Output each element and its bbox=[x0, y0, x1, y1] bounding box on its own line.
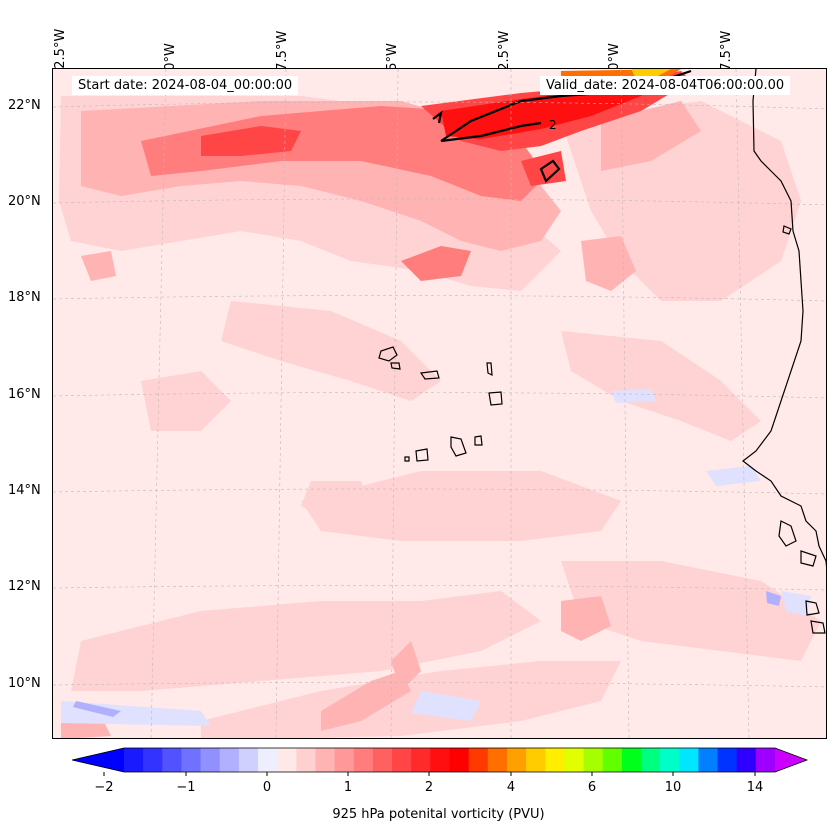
colorbar-swatch bbox=[315, 748, 336, 772]
colorbar-swatch bbox=[755, 748, 776, 772]
colorbar-tick: 0 bbox=[262, 780, 272, 795]
colorbar-extend-min bbox=[72, 748, 124, 772]
colorbar-extend-max bbox=[775, 748, 807, 772]
colorbar-swatch bbox=[143, 748, 163, 772]
colorbar-swatch bbox=[660, 748, 680, 772]
colorbar-swatch bbox=[334, 748, 355, 772]
colorbar-swatch bbox=[583, 748, 604, 772]
colorbar-swatch bbox=[353, 748, 374, 772]
colorbar-swatch bbox=[219, 748, 240, 772]
colorbar-swatch bbox=[698, 748, 719, 772]
colorbar-swatch bbox=[621, 748, 642, 772]
lat-label-10n: 10°N bbox=[8, 676, 41, 691]
colorbar-swatch bbox=[162, 748, 182, 772]
start-date-label: Start date: 2024-08-04_00:00:00 bbox=[72, 76, 299, 95]
colorbar-swatch bbox=[487, 748, 508, 772]
lat-label-18n: 18°N bbox=[8, 290, 41, 305]
colorbar-swatch bbox=[124, 748, 144, 772]
colorbar-swatch bbox=[411, 748, 431, 772]
lat-label-22n: 22°N bbox=[8, 98, 41, 113]
colorbar-swatch bbox=[717, 748, 738, 772]
map-panel: 2 bbox=[52, 68, 827, 739]
colorbar bbox=[71, 747, 809, 776]
colorbar-swatch bbox=[506, 748, 527, 772]
colorbar-swatch bbox=[392, 748, 412, 772]
pv-field: 2 bbox=[53, 69, 826, 738]
colorbar-swatch bbox=[258, 748, 278, 772]
colorbar-swatch bbox=[238, 748, 259, 772]
colorbar-swatch bbox=[449, 748, 470, 772]
colorbar-tick: 14 bbox=[746, 780, 764, 795]
contour-label: 2 bbox=[549, 118, 557, 132]
lat-label-20n: 20°N bbox=[8, 194, 41, 209]
colorbar-swatch bbox=[468, 748, 489, 772]
colorbar-tick: 1 bbox=[343, 780, 353, 795]
colorbar-swatch bbox=[640, 748, 661, 772]
colorbar-swatch bbox=[736, 748, 757, 772]
colorbar-swatch bbox=[200, 748, 221, 772]
colorbar-swatch bbox=[430, 748, 450, 772]
colorbar-swatch bbox=[296, 748, 316, 772]
colorbar-swatch bbox=[526, 748, 546, 772]
lat-label-12n: 12°N bbox=[8, 579, 41, 594]
colorbar-swatch bbox=[181, 748, 202, 772]
colorbar-tick: 4 bbox=[506, 780, 516, 795]
colorbar-tick: 2 bbox=[424, 780, 434, 795]
valid-date-label: Valid_date: 2024-08-04T06:00:00.00 bbox=[540, 76, 791, 95]
colorbar-swatch bbox=[679, 748, 699, 772]
colorbar-tick: −1 bbox=[176, 780, 196, 795]
coastline bbox=[742, 69, 826, 634]
colorbar-title: 925 hPa potenital vorticity (PVU) bbox=[332, 807, 545, 822]
colorbar-swatch bbox=[545, 748, 565, 772]
colorbar-swatch bbox=[372, 748, 393, 772]
colorbar-outline bbox=[71, 747, 809, 773]
colorbar-swatch bbox=[602, 748, 623, 772]
lat-label-16n: 16°N bbox=[8, 387, 41, 402]
lat-label-14n: 14°N bbox=[8, 483, 41, 498]
colorbar-swatch bbox=[277, 748, 297, 772]
colorbar-tick: −2 bbox=[94, 780, 114, 795]
colorbar-tick: 10 bbox=[664, 780, 682, 795]
graticule bbox=[53, 69, 826, 738]
pv-contour-negative-strong bbox=[73, 591, 781, 717]
colorbar-swatch bbox=[564, 748, 585, 772]
cape-verde-islands bbox=[378, 346, 503, 462]
colorbar-tick: 6 bbox=[587, 780, 597, 795]
